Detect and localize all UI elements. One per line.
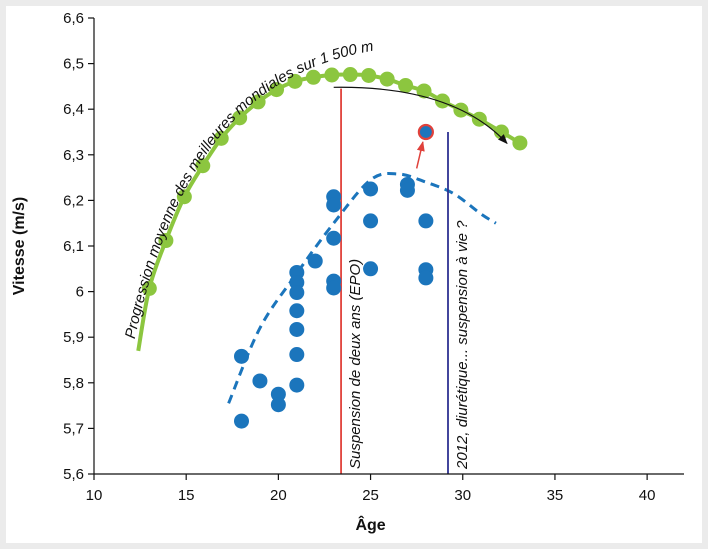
y-tick-label: 6,1 [63, 238, 84, 255]
athlete-point [418, 270, 434, 286]
world-progression-point [416, 83, 432, 99]
world-progression-point [305, 69, 321, 85]
y-tick-label: 6,3 [63, 147, 84, 164]
y-ticks: 5,6 5,7 5,8 5,9 6 6,1 6,2 6,3 6,4 6,5 6,6 [63, 10, 94, 483]
athlete-point [289, 321, 305, 337]
x-tick-label: 10 [86, 487, 103, 504]
y-tick-label: 6,4 [63, 101, 84, 118]
athlete-point [289, 303, 305, 319]
athlete-trend-curve [227, 171, 497, 404]
world-progression-label: Progression moyenne des meilleures mondi… [122, 38, 375, 341]
y-tick-label: 5,7 [63, 420, 84, 437]
y-tick-label: 5,9 [63, 329, 84, 346]
world-progression-point [512, 135, 528, 151]
x-axis-label: Âge [355, 515, 385, 534]
world-progression-point [324, 67, 340, 83]
chart-frame: Progression moyenne des meilleures mondi… [6, 6, 702, 543]
y-tick-label: 6 [76, 284, 84, 301]
world-progression-point [250, 94, 266, 110]
world-progression-point [361, 67, 377, 83]
athlete-point [234, 348, 249, 364]
x-tick-label: 20 [270, 487, 287, 504]
y-tick-label: 6,6 [63, 10, 84, 27]
athlete-points [234, 176, 434, 429]
y-tick-label: 6,2 [63, 192, 84, 209]
x-tick-label: 25 [362, 487, 379, 504]
athlete-point [326, 197, 342, 213]
world-progression-point [176, 189, 192, 205]
athlete-point [270, 386, 286, 402]
athlete-point [289, 347, 305, 363]
world-progression-point [287, 73, 303, 89]
highlight-arrow [415, 141, 425, 169]
athlete-point [307, 253, 323, 269]
world-progression-point [269, 82, 285, 98]
suspension-lines: Suspension de deux ans (EPO) 2012, diuré… [340, 88, 471, 474]
world-progression-point [398, 77, 414, 93]
world-progression-point [195, 158, 211, 174]
world-progression-point [141, 280, 157, 296]
athlete-point [363, 261, 379, 277]
world-progression-point [434, 93, 450, 109]
athlete-point [363, 213, 379, 229]
athlete-point [252, 373, 268, 389]
x-tick-label: 30 [454, 487, 471, 504]
athlete-point [234, 413, 249, 429]
athlete-point [363, 181, 379, 197]
world-decline-arrow [333, 86, 508, 145]
speed-age-chart: Progression moyenne des meilleures mondi… [11, 10, 684, 534]
x-tick-label: 35 [547, 487, 564, 504]
world-progression-point [342, 67, 358, 83]
world-progression-point [232, 110, 248, 126]
x-tick-label: 15 [178, 487, 195, 504]
world-progression-point [158, 233, 174, 249]
epo-suspension-label: Suspension de deux ans (EPO) [347, 259, 364, 469]
world-progression-points [141, 67, 528, 296]
world-label-text: Progression moyenne des meilleures mondi… [122, 38, 375, 341]
diuretic-suspension-label: 2012, diurétique... suspension à vie ? [454, 220, 471, 470]
athlete-point [270, 397, 286, 413]
x-tick-label: 40 [639, 487, 656, 504]
y-axis-label: Vitesse (m/s) [11, 197, 28, 295]
athlete-point [326, 280, 342, 296]
y-tick-label: 5,6 [63, 466, 84, 483]
athlete-point [399, 182, 415, 198]
y-tick-label: 6,5 [63, 56, 84, 73]
x-ticks: 10 15 20 25 30 35 40 [86, 474, 656, 504]
highlighted-point [417, 123, 434, 141]
athlete-point [326, 230, 342, 246]
world-progression-point [379, 71, 395, 87]
axes: 5,6 5,7 5,8 5,9 6 6,1 6,2 6,3 6,4 6,5 6,6 10 15 20 25… [11, 10, 684, 534]
athlete-point [289, 377, 305, 393]
athlete-point [289, 285, 305, 301]
world-progression-point [213, 130, 229, 146]
y-tick-label: 5,8 [63, 375, 84, 392]
athlete-point [418, 213, 434, 229]
